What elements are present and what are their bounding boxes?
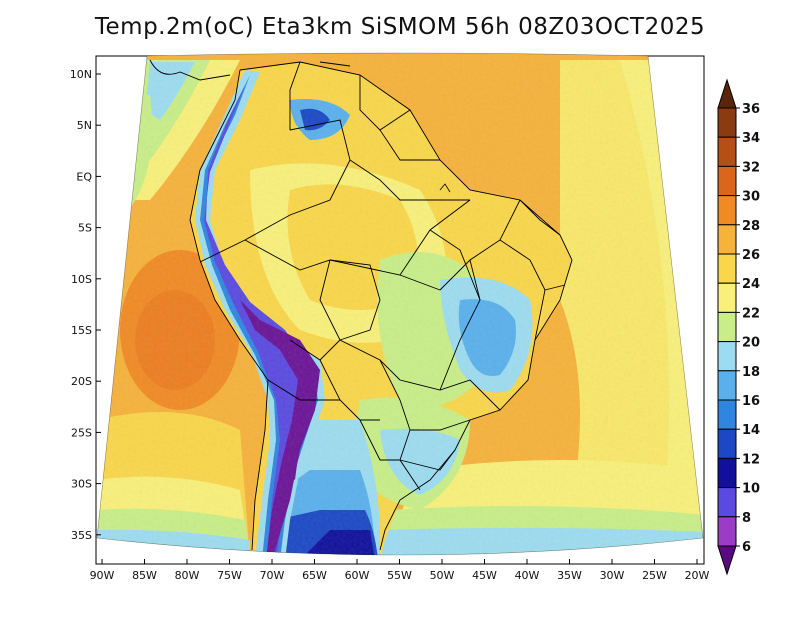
lat-tick-label: 25S (71, 426, 92, 439)
colorbar-label: 6 (742, 540, 751, 555)
colorbar-label: 32 (742, 160, 760, 175)
lon-tick-label: 80W (175, 569, 200, 582)
lon-tick-label: 55W (387, 569, 412, 582)
colorbar-label: 12 (742, 452, 760, 467)
colorbar-bottom-arrow (717, 545, 737, 576)
lat-tick-label: 5N (77, 119, 92, 132)
political-borders (149, 59, 573, 551)
colorbar-box (717, 136, 737, 167)
colorbar-label: 30 (742, 190, 760, 205)
colorbar-label: 22 (742, 306, 760, 321)
lon-tick-label: 35W (557, 569, 582, 582)
lat-tick-label: 15S (71, 324, 92, 337)
lat-tick-label: 10S (71, 273, 92, 286)
lon-tick-label: 50W (430, 569, 455, 582)
lon-tick-label: 70W (260, 569, 285, 582)
colorbar-box (717, 107, 737, 138)
temperature-field (97, 53, 703, 555)
lat-tick-label: 10N (70, 68, 92, 81)
colorbar-box (717, 428, 737, 459)
colorbar-label: 18 (742, 365, 760, 380)
colorbar-box (717, 195, 737, 226)
colorbar-box (717, 399, 737, 430)
temperature-colorbar: 36 34 32 30 28 26 24 22 20 18 16 14 12 10 8 6 (717, 78, 760, 576)
lon-tick-label: 40W (515, 569, 540, 582)
lon-tick-label: 45W (472, 569, 497, 582)
colorbar-label: 20 (742, 336, 760, 351)
colorbar-box (717, 311, 737, 343)
lat-tick-label: EQ (76, 170, 92, 183)
lon-tick-label: 90W (90, 569, 115, 582)
colorbar-box (717, 487, 737, 518)
colorbar-label: 26 (742, 248, 760, 263)
longitude-axis: 90W 85W 80W 75W 70W 65W 60W 55W 50W 45W 40W 35W 30W 2… (90, 559, 710, 582)
lon-tick-label: 30W (600, 569, 625, 582)
colorbar-label: 10 (742, 482, 760, 497)
colorbar-box (717, 165, 737, 197)
colorbar-label: 14 (742, 423, 760, 438)
lon-tick-label: 75W (217, 569, 242, 582)
colorbar-label: 28 (742, 219, 760, 234)
colorbar-top-arrow (717, 78, 737, 109)
lat-tick-label: 5S (78, 222, 92, 235)
lon-tick-label: 60W (345, 569, 370, 582)
colorbar-box (717, 457, 737, 489)
latitude-axis: 10N 5N EQ 5S 10S 15S 20S 25S 30S 35S (70, 68, 101, 542)
lon-tick-label: 25W (642, 569, 667, 582)
colorbar-label: 34 (742, 131, 760, 146)
colorbar-label: 24 (742, 277, 760, 292)
lon-tick-label: 85W (132, 569, 157, 582)
colorbar-label: 8 (742, 511, 751, 526)
lon-tick-label: 20W (685, 569, 710, 582)
colorbar-box (717, 224, 737, 255)
colorbar-box (717, 282, 737, 313)
colorbar-box (717, 370, 737, 401)
lat-tick-label: 35S (71, 529, 92, 542)
lon-tick-label: 65W (302, 569, 327, 582)
colorbar-box (717, 516, 737, 547)
colorbar-box (717, 253, 737, 284)
lat-tick-label: 30S (71, 478, 92, 491)
colorbar-label: 16 (742, 394, 760, 409)
map-title: Temp.2m(oC) Eta3km SiSMOM 56h 08Z03OCT20… (94, 14, 706, 40)
lat-tick-label: 20S (71, 375, 92, 388)
colorbar-label: 36 (742, 102, 760, 117)
colorbar-box (717, 341, 737, 372)
